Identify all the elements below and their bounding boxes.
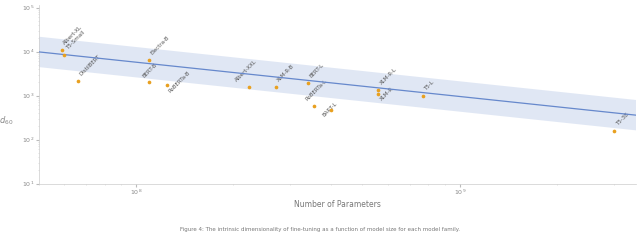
Text: Albert-XL: Albert-XL bbox=[63, 24, 84, 46]
Point bbox=[418, 94, 428, 98]
Text: BERT-L: BERT-L bbox=[308, 63, 325, 79]
Point bbox=[271, 85, 281, 89]
Text: T5-3B: T5-3B bbox=[615, 112, 630, 126]
Text: Albert-XXL: Albert-XXL bbox=[234, 58, 258, 82]
X-axis label: Number of Parameters: Number of Parameters bbox=[294, 200, 381, 209]
Point bbox=[373, 92, 383, 96]
Point bbox=[145, 80, 155, 84]
Text: Figure 4: The intrinsic dimensionality of fine-tuning as a function of model siz: Figure 4: The intrinsic dimensionality o… bbox=[180, 227, 460, 232]
Text: Albert-L: Albert-L bbox=[0, 233, 1, 234]
Text: Albert-B: Albert-B bbox=[0, 233, 1, 234]
Text: BERT-B: BERT-B bbox=[141, 62, 158, 78]
Text: RoBERTa-L: RoBERTa-L bbox=[305, 78, 328, 102]
Text: DistilBERT: DistilBERT bbox=[78, 54, 101, 76]
Point bbox=[309, 104, 319, 108]
Point bbox=[72, 79, 83, 82]
Text: T5-Small: T5-Small bbox=[65, 30, 86, 51]
Point bbox=[57, 48, 67, 52]
Point bbox=[244, 85, 254, 88]
Point bbox=[145, 58, 155, 62]
Point bbox=[373, 88, 383, 92]
Text: BART-L: BART-L bbox=[322, 101, 339, 118]
Text: XLM-R: XLM-R bbox=[379, 87, 394, 102]
Point bbox=[59, 53, 69, 57]
Text: Electra-B: Electra-B bbox=[150, 35, 171, 56]
Point bbox=[163, 84, 173, 87]
Point bbox=[326, 108, 336, 111]
Text: T5-L: T5-L bbox=[424, 80, 435, 91]
Point bbox=[609, 129, 620, 132]
Y-axis label: $d_{60}$: $d_{60}$ bbox=[0, 115, 13, 128]
Text: XLM-R-B: XLM-R-B bbox=[276, 64, 296, 83]
Text: RoBERTa-B: RoBERTa-B bbox=[168, 70, 192, 94]
Text: XLM-R-L: XLM-R-L bbox=[379, 67, 398, 86]
Point bbox=[303, 81, 313, 85]
